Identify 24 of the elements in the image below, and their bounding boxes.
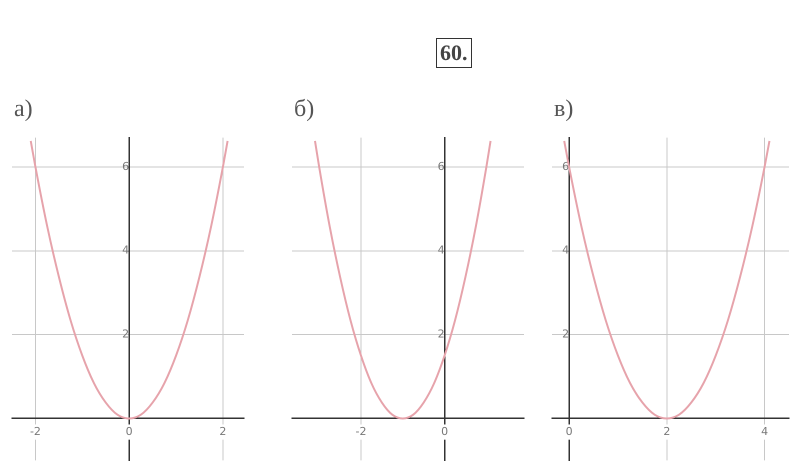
y-tick-label: 2 xyxy=(438,327,445,340)
chart-title: в) xyxy=(554,96,574,123)
y-tick-label: 6 xyxy=(438,160,445,173)
x-tick-label: 2 xyxy=(219,424,226,438)
x-tick-label: -2 xyxy=(30,424,41,438)
chart-title: б) xyxy=(294,96,314,123)
y-tick-label: 6 xyxy=(122,160,130,173)
x-tick-label: 0 xyxy=(566,424,573,438)
line-series xyxy=(314,140,492,420)
y-tick-label: 2 xyxy=(122,327,130,340)
x-tick-label: -2 xyxy=(355,424,366,438)
chart-title: а) xyxy=(14,96,33,123)
line-series xyxy=(563,140,770,420)
text: 60. xyxy=(436,38,472,68)
x-tick-label: 0 xyxy=(126,424,133,438)
y-tick-label: 4 xyxy=(122,244,130,257)
y-tick-label: 4 xyxy=(562,244,570,257)
y-tick-label: 4 xyxy=(438,244,445,257)
x-tick-label: 2 xyxy=(663,424,670,438)
y-tick-label: 2 xyxy=(562,327,570,340)
line-series xyxy=(30,140,229,420)
x-tick-label: 4 xyxy=(761,424,768,438)
x-tick-label: 0 xyxy=(441,424,448,438)
y-tick-label: 6 xyxy=(562,160,570,173)
